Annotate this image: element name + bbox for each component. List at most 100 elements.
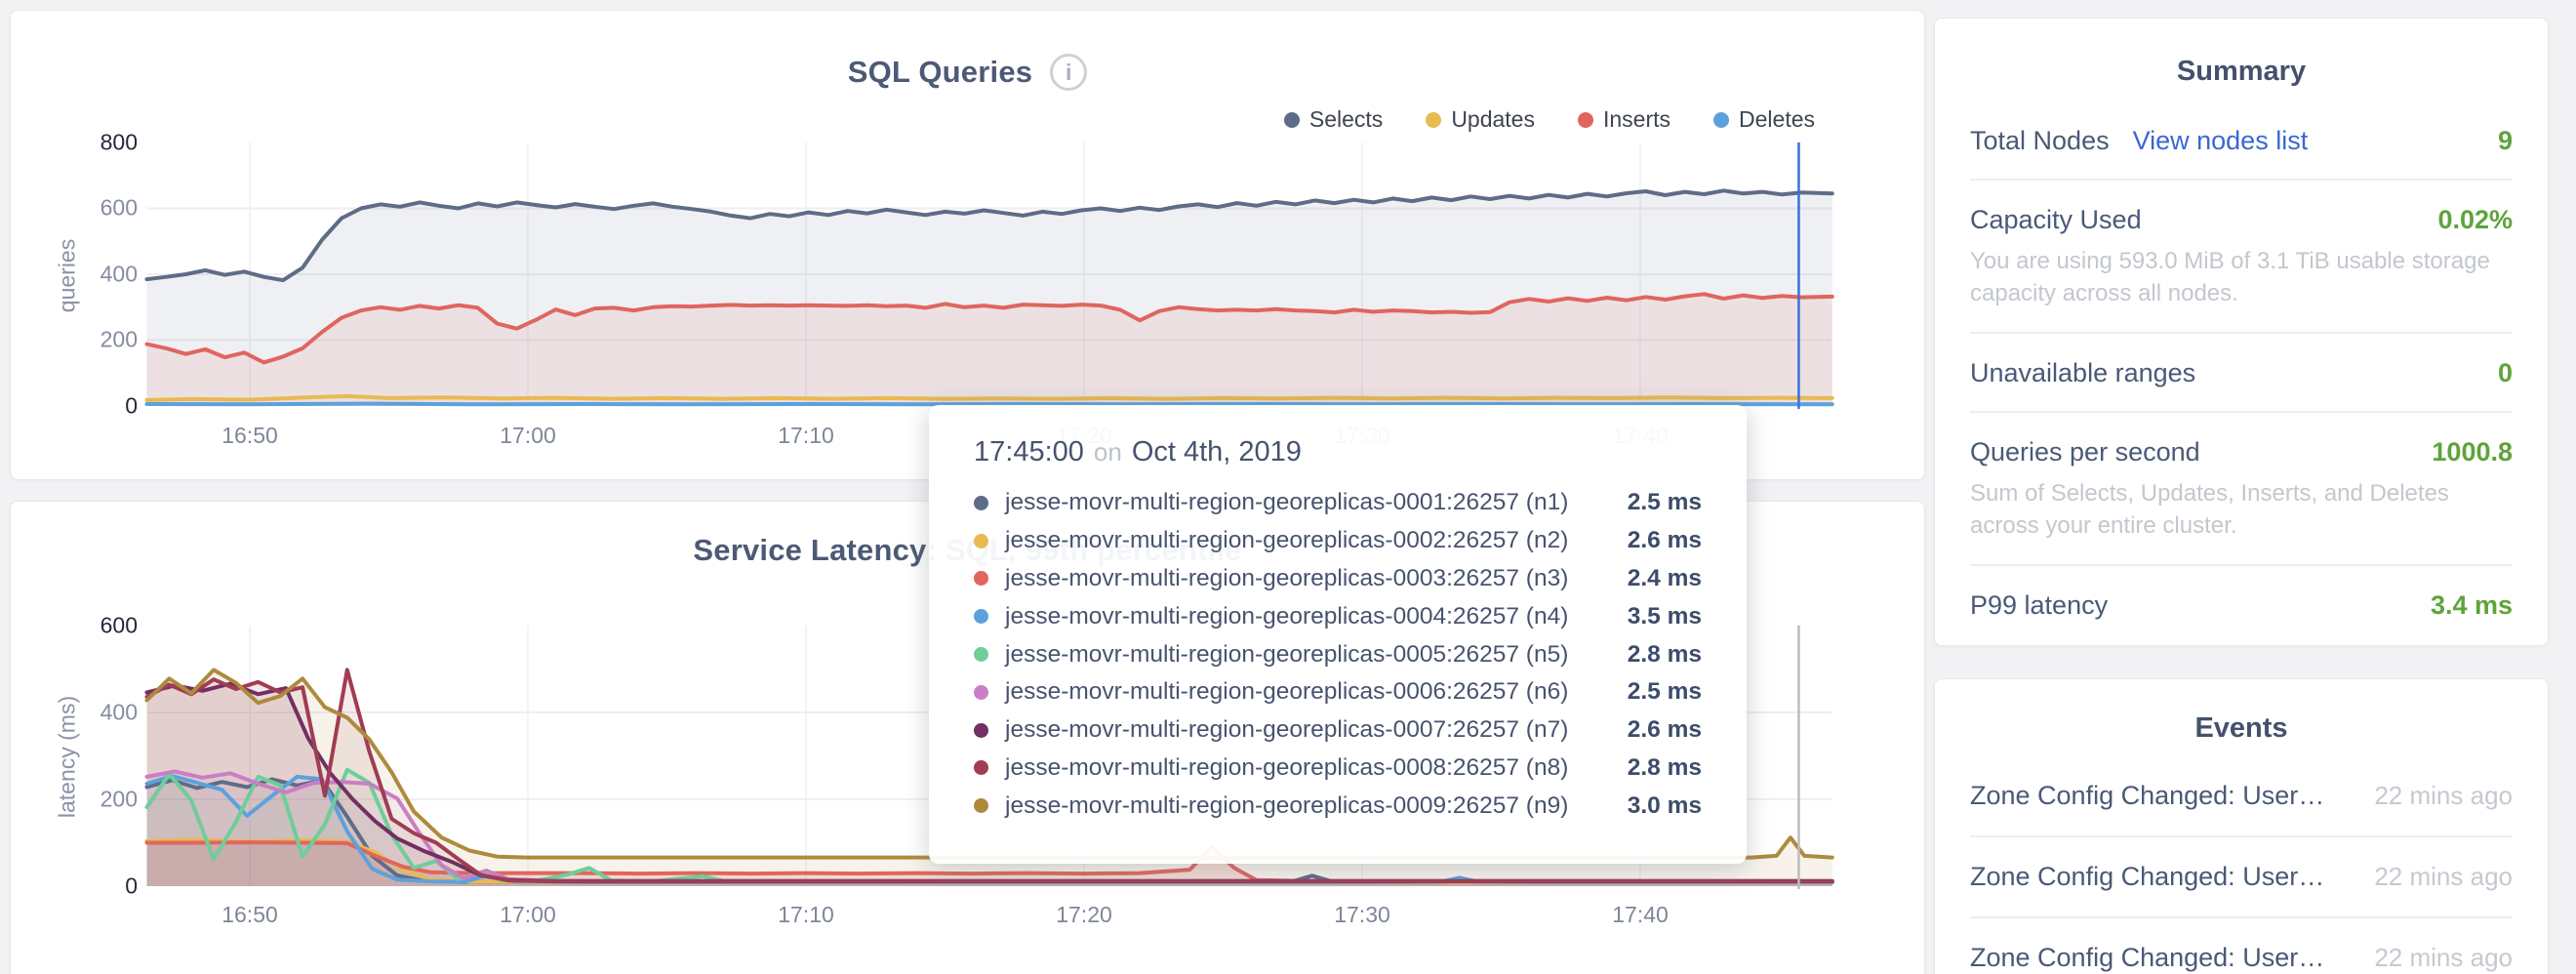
node-dot-icon	[974, 533, 988, 548]
y-tick: 0	[125, 392, 138, 419]
node-name: jesse-movr-multi-region-georeplicas-0008…	[1005, 753, 1569, 781]
legend-item-updates: Updates	[1426, 106, 1535, 133]
tooltip-rows: jesse-movr-multi-region-georeplicas-0001…	[974, 484, 1702, 825]
node-name: jesse-movr-multi-region-georeplicas-0001…	[1005, 489, 1569, 516]
y-axis-label: latency (ms)	[54, 695, 80, 819]
x-tick: 16:50	[221, 902, 278, 927]
node-name: jesse-movr-multi-region-georeplicas-0005…	[1005, 640, 1569, 668]
x-tick: 17:10	[778, 423, 834, 448]
node-latency: 2.6 ms	[1627, 716, 1702, 744]
y-axis-label: queries	[54, 238, 80, 313]
sql-chart-title-row: SQL Queries i	[11, 54, 1924, 91]
node-name: jesse-movr-multi-region-georeplicas-0003…	[1005, 564, 1569, 591]
tooltip-on-word: on	[1093, 437, 1122, 467]
node-latency: 2.5 ms	[1627, 489, 1702, 516]
summary-title: Summary	[2176, 56, 2307, 87]
node-dot-icon	[974, 798, 988, 814]
node-latency: 2.4 ms	[1627, 564, 1702, 591]
inserts-dot-icon	[1577, 111, 1593, 128]
event-label: Zone Config Changed: User…	[1970, 781, 2325, 810]
tooltip-node-row: jesse-movr-multi-region-georeplicas-0009…	[974, 787, 1702, 825]
deletes-dot-icon	[1713, 111, 1730, 128]
event-label: Zone Config Changed: User…	[1970, 862, 2325, 891]
tooltip-node-row: jesse-movr-multi-region-georeplicas-0004…	[974, 597, 1702, 635]
legend-item-selects: Selects	[1283, 106, 1384, 133]
capacity-used-value: 0.02%	[2437, 205, 2513, 234]
summary-row-qps: Queries per second 1000.8 Sum of Selects…	[1970, 413, 2513, 566]
total-nodes-label: Total Nodes	[1970, 126, 2110, 155]
sql-chart-title: SQL Queries	[847, 55, 1033, 89]
y-tick: 600	[100, 612, 138, 638]
node-name: jesse-movr-multi-region-georeplicas-0002…	[1005, 527, 1569, 554]
tooltip-node-row: jesse-movr-multi-region-georeplicas-0002…	[974, 522, 1702, 560]
tooltip-header: 17:45:00 on Oct 4th, 2019	[974, 436, 1702, 468]
events-card: Events Zone Config Changed: User… 22 min…	[1934, 678, 2549, 974]
sql-chart-legend: Selects Updates Inserts Deletes	[1283, 106, 1815, 133]
qps-description: Sum of Selects, Updates, Inserts, and De…	[1970, 480, 2449, 539]
capacity-used-description: You are using 593.0 MiB of 3.1 TiB usabl…	[1970, 248, 2490, 306]
p99-latency-label: P99 latency	[1970, 590, 2109, 620]
summary-row-total-nodes: Total Nodes View nodes list 9	[1970, 101, 2513, 181]
node-latency: 2.6 ms	[1627, 527, 1702, 554]
tooltip-node-row: jesse-movr-multi-region-georeplicas-0003…	[974, 560, 1702, 598]
summary-card: Summary Total Nodes View nodes list 9 Ca…	[1934, 18, 2549, 646]
x-tick: 17:00	[500, 902, 556, 927]
updates-dot-icon	[1426, 111, 1442, 128]
legend-item-deletes: Deletes	[1713, 106, 1815, 133]
y-tick: 0	[125, 873, 138, 899]
event-row[interactable]: Zone Config Changed: User… 22 mins ago	[1970, 918, 2513, 974]
x-tick: 16:50	[221, 423, 278, 448]
total-nodes-value: 9	[2497, 126, 2513, 155]
y-tick: 200	[100, 786, 138, 812]
node-name: jesse-movr-multi-region-georeplicas-0004…	[1005, 602, 1569, 629]
service-latency-chart[interactable]	[11, 502, 1926, 974]
chart-hover-tooltip: 17:45:00 on Oct 4th, 2019 jesse-movr-mul…	[929, 405, 1747, 864]
legend-label: Updates	[1451, 106, 1535, 132]
y-tick: 200	[100, 326, 138, 352]
event-label: Zone Config Changed: User…	[1970, 943, 2325, 972]
node-latency: 3.0 ms	[1627, 791, 1702, 819]
node-latency: 2.5 ms	[1627, 678, 1702, 706]
y-tick: 400	[100, 261, 138, 287]
tooltip-node-row: jesse-movr-multi-region-georeplicas-0007…	[974, 711, 1702, 750]
node-dot-icon	[974, 760, 988, 776]
tooltip-node-row: jesse-movr-multi-region-georeplicas-0008…	[974, 750, 1702, 788]
x-tick: 17:10	[778, 902, 834, 927]
selects-dot-icon	[1283, 111, 1300, 128]
events-title: Events	[2194, 712, 2288, 744]
event-row[interactable]: Zone Config Changed: User… 22 mins ago	[1970, 837, 2513, 918]
node-latency: 3.5 ms	[1627, 602, 1702, 629]
info-icon[interactable]: i	[1050, 54, 1088, 91]
event-time: 22 mins ago	[2374, 862, 2513, 891]
tooltip-time: 17:45:00	[974, 436, 1084, 467]
unavailable-ranges-label: Unavailable ranges	[1970, 358, 2196, 387]
node-name: jesse-movr-multi-region-georeplicas-0007…	[1005, 716, 1569, 744]
node-dot-icon	[974, 722, 988, 738]
tooltip-node-row: jesse-movr-multi-region-georeplicas-0001…	[974, 484, 1702, 522]
summary-row-unavailable-ranges: Unavailable ranges 0	[1970, 334, 2513, 413]
node-dot-icon	[974, 495, 988, 510]
event-time: 22 mins ago	[2374, 781, 2513, 810]
y-tick: 800	[100, 129, 138, 155]
y-tick: 400	[100, 699, 138, 725]
x-tick: 17:00	[500, 423, 556, 448]
sql-queries-card: SQL Queries i Selects Updates Inserts De…	[10, 10, 1925, 480]
view-nodes-list-link[interactable]: View nodes list	[2132, 126, 2309, 155]
summary-row-p99: P99 latency 3.4 ms	[1970, 566, 2513, 643]
node-name: jesse-movr-multi-region-georeplicas-0006…	[1005, 678, 1569, 706]
tooltip-node-row: jesse-movr-multi-region-georeplicas-0005…	[974, 635, 1702, 673]
legend-item-inserts: Inserts	[1577, 106, 1670, 133]
event-row[interactable]: Zone Config Changed: User… 22 mins ago	[1970, 756, 2513, 837]
node-dot-icon	[974, 647, 988, 663]
tooltip-node-row: jesse-movr-multi-region-georeplicas-0006…	[974, 673, 1702, 711]
y-tick: 600	[100, 194, 138, 221]
node-name: jesse-movr-multi-region-georeplicas-0009…	[1005, 791, 1569, 819]
legend-label: Selects	[1308, 106, 1384, 132]
sql-queries-chart[interactable]	[11, 11, 1926, 481]
tooltip-date: Oct 4th, 2019	[1131, 436, 1302, 467]
x-tick: 17:40	[1612, 902, 1669, 927]
x-tick: 17:30	[1334, 902, 1390, 927]
node-latency: 2.8 ms	[1627, 753, 1702, 781]
x-tick: 17:20	[1056, 902, 1112, 927]
